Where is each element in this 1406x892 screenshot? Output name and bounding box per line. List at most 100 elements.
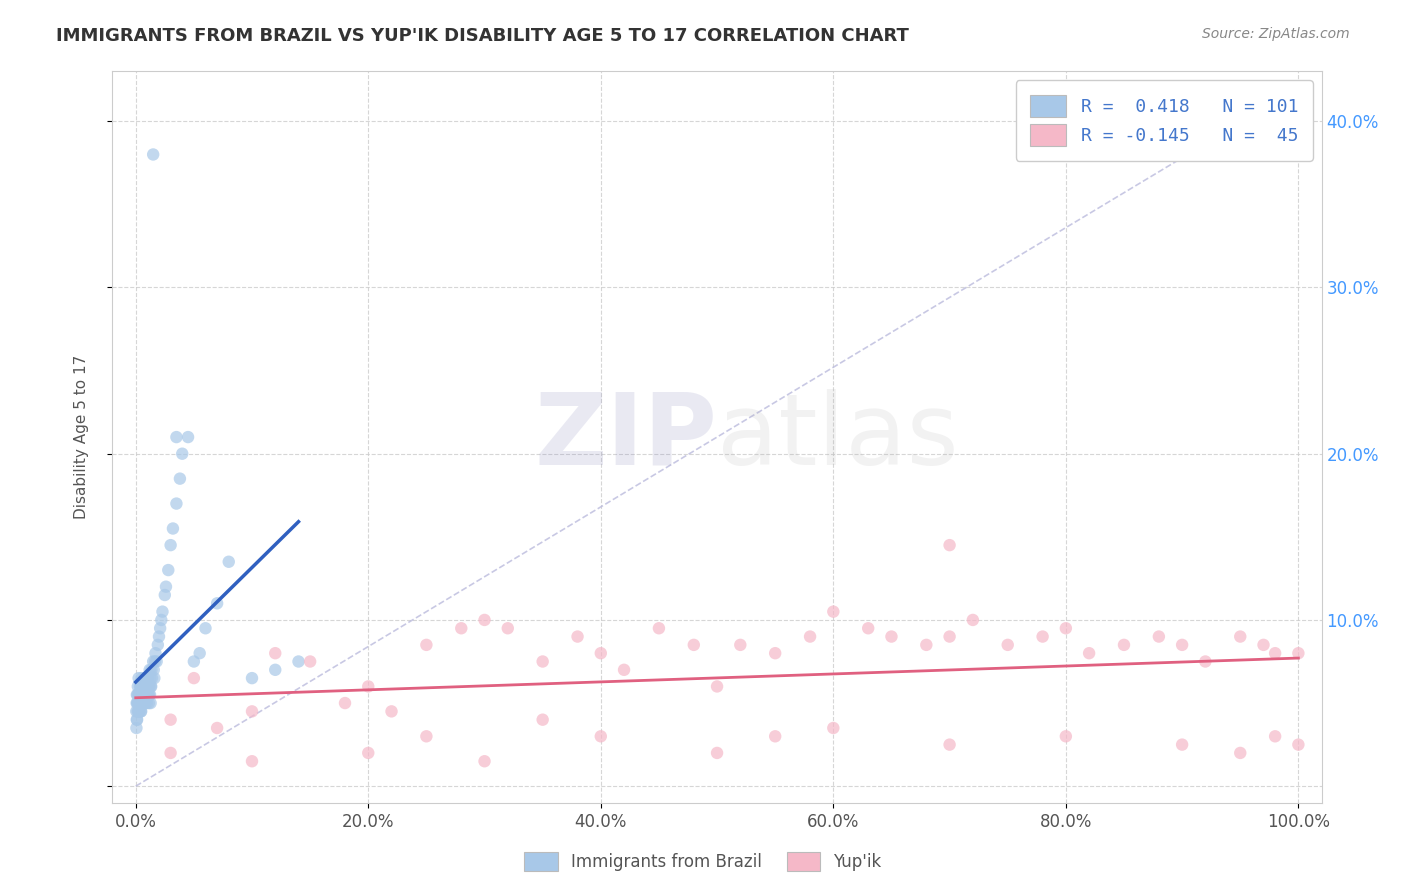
Point [131,696,153,710]
Point [145,646,167,660]
Point [567,630,589,644]
Point [142,655,165,669]
Point [125,688,148,702]
Point [129,688,152,702]
Point [134,680,156,694]
Point [1147,630,1170,644]
Point [143,655,166,669]
Point [531,713,554,727]
Point [127,688,149,702]
Point [1171,638,1194,652]
Point [162,521,184,535]
Point [146,638,169,652]
Point [1286,738,1309,752]
Y-axis label: Disability Age 5 to 17: Disability Age 5 to 17 [75,355,89,519]
Point [136,671,159,685]
Point [128,696,150,710]
Point [134,671,156,685]
Point [134,696,156,710]
Point [152,605,174,619]
Point [169,472,191,486]
Point [730,638,752,652]
Point [132,680,155,694]
Point [139,671,162,685]
Point [205,721,228,735]
Text: IMMIGRANTS FROM BRAZIL VS YUP'IK DISABILITY AGE 5 TO 17 CORRELATION CHART: IMMIGRANTS FROM BRAZIL VS YUP'IK DISABIL… [56,27,910,45]
Point [531,655,554,669]
Point [706,746,728,760]
Point [143,671,166,685]
Point [127,705,149,719]
Point [129,696,152,710]
Point [132,688,155,702]
Point [474,754,496,768]
Point [128,688,150,702]
Point [141,671,163,685]
Point [1112,638,1135,652]
Point [131,688,153,702]
Point [138,663,160,677]
Point [240,754,263,768]
Point [183,655,205,669]
Point [127,713,149,727]
Point [1264,646,1286,660]
Point [132,688,155,702]
Point [799,630,821,644]
Point [155,580,177,594]
Point [997,638,1019,652]
Text: ZIP: ZIP [534,389,717,485]
Point [135,671,157,685]
Point [125,696,148,710]
Point [165,497,187,511]
Point [205,596,228,610]
Point [415,638,437,652]
Point [141,663,163,677]
Point [333,696,356,710]
Point [357,680,380,694]
Point [763,729,786,743]
Point [589,729,612,743]
Text: Source: ZipAtlas.com: Source: ZipAtlas.com [1202,27,1350,41]
Text: atlas: atlas [717,389,959,485]
Point [858,621,880,635]
Point [240,705,263,719]
Point [125,721,148,735]
Point [264,663,287,677]
Point [880,630,903,644]
Point [148,630,170,644]
Point [141,680,163,694]
Point [138,680,160,694]
Point [139,688,162,702]
Point [172,447,194,461]
Point [450,621,472,635]
Point [135,688,157,702]
Point [138,696,160,710]
Point [264,646,287,660]
Point [136,696,159,710]
Point [129,696,152,710]
Point [138,688,160,702]
Point [177,430,200,444]
Point [763,646,786,660]
Point [128,680,150,694]
Point [380,705,402,719]
Point [135,680,157,694]
Point [153,588,176,602]
Point [136,688,159,702]
Point [1229,746,1251,760]
Point [138,680,160,694]
Point [127,680,149,694]
Point [194,621,217,635]
Point [183,671,205,685]
Point [706,680,728,694]
Legend: Immigrants from Brazil, Yup'ik: Immigrants from Brazil, Yup'ik [516,843,890,880]
Point [142,663,165,677]
Point [962,613,984,627]
Point [1194,655,1216,669]
Point [127,696,149,710]
Point [131,671,153,685]
Point [496,621,519,635]
Point [150,613,173,627]
Point [159,746,181,760]
Point [938,630,960,644]
